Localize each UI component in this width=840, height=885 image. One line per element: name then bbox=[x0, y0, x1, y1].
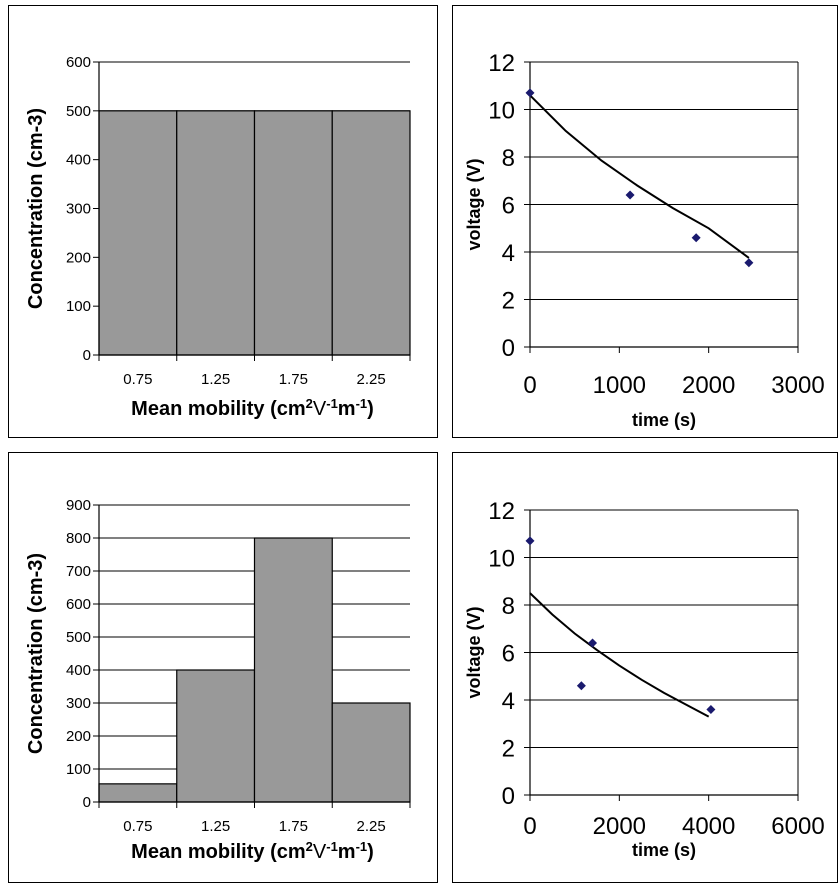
x-axis-title: time (s) bbox=[632, 410, 696, 430]
x-tick-label: 3000 bbox=[771, 372, 824, 399]
y-tick-label: 8 bbox=[502, 593, 515, 620]
y-tick-label: 0 bbox=[83, 794, 91, 811]
y-tick-label: 400 bbox=[66, 662, 91, 679]
fit-curve bbox=[529, 592, 710, 718]
y-tick-label: 6 bbox=[502, 193, 515, 220]
x-axis-title-part: V bbox=[313, 398, 327, 420]
y-tick-label: 2 bbox=[502, 736, 515, 763]
y-tick-label: 700 bbox=[66, 563, 91, 580]
x-tick-label: 2.25 bbox=[357, 818, 386, 835]
data-point bbox=[588, 638, 598, 648]
y-tick-label: 300 bbox=[66, 201, 91, 218]
y-tick-label: 10 bbox=[488, 98, 515, 125]
x-axis-title-part: -1 bbox=[326, 839, 338, 854]
y-axis-title: voltage (V) bbox=[464, 158, 484, 250]
x-axis-title-part: -1 bbox=[356, 839, 368, 854]
voltage-decay-bottom: 0 2 4 6 8 10 12 0 2000 4000 6000 time (s) voltage (V… bbox=[464, 498, 825, 860]
x-axis-title-part: Mean mobility (cm bbox=[131, 398, 305, 420]
y-tick-label: 4 bbox=[502, 688, 515, 715]
data-point bbox=[525, 536, 535, 546]
x-axis-title-part: ) bbox=[367, 841, 374, 863]
y-tick-label: 200 bbox=[66, 249, 91, 266]
x-tick-label: 1000 bbox=[593, 372, 646, 399]
y-tick-label: 12 bbox=[488, 50, 515, 77]
x-axis-title-part: 2 bbox=[306, 396, 313, 411]
x-tick-label: 4000 bbox=[682, 813, 735, 840]
x-tick-label: 1.75 bbox=[279, 818, 308, 835]
y-tick-label: 500 bbox=[66, 629, 91, 646]
y-tick-label: 0 bbox=[83, 347, 91, 364]
y-axis-title: Concentration (cm-3) bbox=[25, 108, 47, 309]
x-axis-title-part: -1 bbox=[356, 396, 368, 411]
y-tick-label: 800 bbox=[66, 530, 91, 547]
data-point bbox=[525, 88, 535, 98]
x-axis-title-part: m bbox=[338, 841, 356, 863]
bar bbox=[98, 110, 178, 356]
y-tick-label: 100 bbox=[66, 298, 91, 315]
chart-panel-bottom-right: 0 2 4 6 8 10 12 0 2000 4000 6000 time (s) voltage (V… bbox=[452, 452, 838, 883]
fit-curve bbox=[529, 94, 750, 259]
x-tick-label: 1.25 bbox=[201, 371, 230, 388]
y-tick-label: 400 bbox=[66, 152, 91, 169]
x-axis-title-part: 2 bbox=[306, 839, 313, 854]
y-tick-label: 12 bbox=[488, 498, 515, 525]
x-tick-label: 2.25 bbox=[357, 371, 386, 388]
bar bbox=[176, 110, 256, 356]
y-tick-label: 600 bbox=[66, 596, 91, 613]
x-tick-label: 0 bbox=[523, 372, 536, 399]
y-axis-title: Concentration (cm-3) bbox=[25, 553, 47, 754]
x-tick-label: 0 bbox=[523, 813, 536, 840]
x-tick-label: 2000 bbox=[593, 813, 646, 840]
y-tick-label: 2 bbox=[502, 288, 515, 315]
y-tick-label: 0 bbox=[502, 783, 515, 810]
x-axis-title: time (s) bbox=[632, 840, 696, 860]
bar bbox=[253, 110, 333, 356]
x-axis-title: Mean mobility (cm2V-1m-1) bbox=[131, 396, 374, 420]
y-tick-label: 0 bbox=[502, 335, 515, 362]
x-tick-label: 0.75 bbox=[123, 371, 152, 388]
chart-panel-top-right: 0 2 4 6 8 10 12 0 1000 2000 3000 time (s) voltage (V… bbox=[452, 5, 838, 438]
y-tick-label: 200 bbox=[66, 728, 91, 745]
x-tick-label: 6000 bbox=[771, 813, 824, 840]
x-tick-label: 2000 bbox=[682, 372, 735, 399]
x-tick-label: 0.75 bbox=[123, 818, 152, 835]
data-point bbox=[625, 190, 635, 200]
y-axis-title: voltage (V) bbox=[464, 606, 484, 698]
y-tick-label: 6 bbox=[502, 641, 515, 668]
y-tick-label: 4 bbox=[502, 240, 515, 267]
bar bbox=[98, 783, 178, 803]
bar bbox=[331, 110, 411, 356]
y-tick-label: 8 bbox=[502, 145, 515, 172]
x-tick-label: 1.75 bbox=[279, 371, 308, 388]
bar bbox=[331, 702, 411, 803]
y-tick-label: 500 bbox=[66, 103, 91, 120]
data-point bbox=[576, 681, 586, 691]
chart-panel-top-left: 0 100 200 300 400 500 600 0.75 1.25 1.75 2.25 Mean … bbox=[8, 5, 438, 438]
histogram-top: 0 100 200 300 400 500 600 0.75 1.25 1.75 2.25 Mean … bbox=[25, 54, 411, 420]
x-tick-label: 1.25 bbox=[201, 818, 230, 835]
chart-panel-bottom-left: 0 100 200 300 400 500 600 700 800 900 0.75 1.25 1.75… bbox=[8, 452, 438, 883]
x-axis-title: Mean mobility (cm2V-1m-1) bbox=[131, 839, 374, 863]
x-axis-title-part: -1 bbox=[326, 396, 338, 411]
data-point bbox=[691, 233, 701, 243]
x-axis-title-part: V bbox=[313, 841, 327, 863]
y-tick-label: 10 bbox=[488, 546, 515, 573]
y-tick-label: 100 bbox=[66, 761, 91, 778]
x-axis-title-part: ) bbox=[367, 398, 374, 420]
data-point bbox=[744, 258, 754, 268]
bar bbox=[176, 669, 256, 803]
data-point bbox=[706, 705, 716, 714]
voltage-decay-top: 0 2 4 6 8 10 12 0 1000 2000 3000 time (s) voltage (V… bbox=[464, 50, 825, 430]
bar bbox=[253, 537, 333, 803]
y-tick-label: 300 bbox=[66, 695, 91, 712]
x-axis-title-part: Mean mobility (cm bbox=[131, 841, 305, 863]
x-axis-title-part: m bbox=[338, 398, 356, 420]
histogram-bottom: 0 100 200 300 400 500 600 700 800 900 0.75 1.25 1.75… bbox=[25, 497, 411, 863]
y-tick-label: 900 bbox=[66, 497, 91, 514]
y-tick-label: 600 bbox=[66, 54, 91, 71]
